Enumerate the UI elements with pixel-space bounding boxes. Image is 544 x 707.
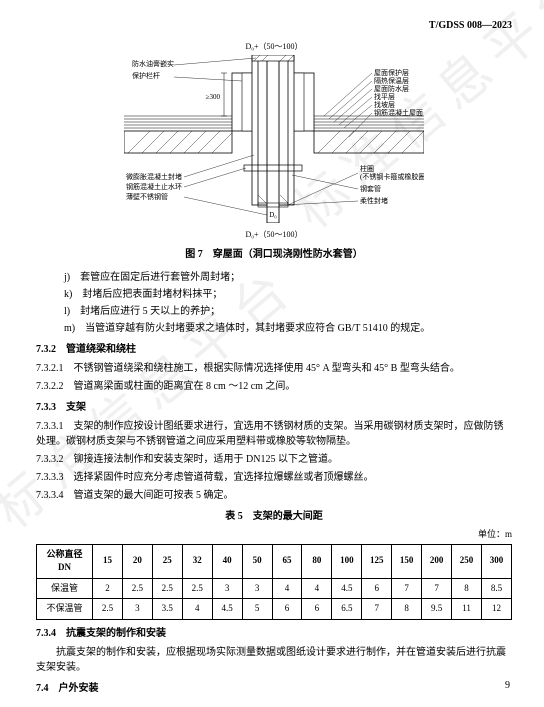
svg-text:钢套管: 钢套管 bbox=[360, 184, 381, 193]
figure-7-caption: 图 7 穿屋面（洞口现浇刚性防水套管） bbox=[36, 247, 512, 262]
table-cell: 8 bbox=[452, 578, 482, 599]
clause-7-3-2-1: 7.3.2.1 不锈钢管道绕梁和绕柱施工，根据实际情况选择使用 45° A 型弯… bbox=[36, 361, 512, 376]
table-header-cell: 50 bbox=[242, 544, 272, 578]
table-header-cell: 200 bbox=[422, 544, 452, 578]
clause-7-3-3-2: 7.3.3.2 铆接连接法制作和安装支架时，适用于 DN125 以下之管道。 bbox=[36, 452, 512, 467]
table-cell: 11 bbox=[452, 599, 482, 620]
table-5: 公称直径 DN152025324050658010012515020025030… bbox=[36, 544, 512, 620]
svg-text:钢筋混凝土止水环: 钢筋混凝土止水环 bbox=[126, 182, 182, 191]
table-header-cell: 300 bbox=[481, 544, 511, 578]
table-cell: 2 bbox=[93, 578, 123, 599]
table-cell: 3.5 bbox=[152, 599, 182, 620]
table-cell: 2.5 bbox=[93, 599, 123, 620]
svg-text:找平层: 找平层 bbox=[374, 92, 395, 101]
table-header-cell: 100 bbox=[332, 544, 362, 578]
heading-7-3-3: 7.3.3 支架 bbox=[36, 400, 512, 415]
svg-text:D₀: D₀ bbox=[269, 211, 277, 219]
table-header-cell: 80 bbox=[302, 544, 332, 578]
clause-7-3-3-3: 7.3.3.3 选择紧固件时应充分考虑管道荷载，宜选择拉爆螺丝或者顶爆螺丝。 bbox=[36, 470, 512, 485]
doc-code: T/GDSS 008—2023 bbox=[36, 18, 512, 33]
table-cell: 4 bbox=[272, 578, 302, 599]
table-cell: 2.5 bbox=[152, 578, 182, 599]
clause-7-3-3-1: 7.3.3.1 支架的制作应按设计图纸要求进行，宜选用不锈钢材质的支架。当采用碳… bbox=[36, 419, 512, 449]
table-header-cell: 20 bbox=[122, 544, 152, 578]
table-cell: 7 bbox=[422, 578, 452, 599]
table-cell: 4 bbox=[182, 599, 212, 620]
table-row: 不保温管2.533.544.55666.5789.51112 bbox=[37, 599, 512, 620]
svg-text:防水油膏嵌实: 防水油膏嵌实 bbox=[132, 59, 174, 68]
svg-text:≥300: ≥300 bbox=[206, 93, 221, 101]
table-cell: 3 bbox=[122, 599, 152, 620]
table-cell: 5 bbox=[242, 599, 272, 620]
clause-7-3-3-4: 7.3.3.4 管道支架的最大间距可按表 5 确定。 bbox=[36, 488, 512, 503]
figure-7-diagram: D₀+（50～100） bbox=[36, 41, 512, 241]
list-block: j) 套管应在固定后进行套管外周封堵； k) 封堵后应把表面封堵材料抹平； l)… bbox=[64, 270, 512, 336]
table-cell: 4.5 bbox=[332, 578, 362, 599]
svg-text:微膨胀混凝土封堵: 微膨胀混凝土封堵 bbox=[126, 172, 182, 181]
table-header-cell: 15 bbox=[93, 544, 123, 578]
list-item: k) 封堵后应把表面封堵材料抹平； bbox=[64, 287, 512, 302]
table-cell: 7 bbox=[392, 578, 422, 599]
table-cell: 6 bbox=[272, 599, 302, 620]
table-cell: 6.5 bbox=[332, 599, 362, 620]
table-cell: 3 bbox=[242, 578, 272, 599]
table-header-cell: 40 bbox=[212, 544, 242, 578]
table-cell: 7 bbox=[362, 599, 392, 620]
table-header-cell: 公称直径 DN bbox=[37, 544, 93, 578]
svg-text:保护栏杆: 保护栏杆 bbox=[132, 71, 160, 80]
para-7-3-4: 抗震支架的制作和安装，应根据现场实际测量数据或图纸设计要求进行制作，并在管道安装… bbox=[36, 645, 512, 675]
table-header-cell: 65 bbox=[272, 544, 302, 578]
heading-7-4: 7.4 户外安装 bbox=[36, 681, 512, 696]
svg-text:屋面保护层: 屋面保护层 bbox=[374, 68, 409, 77]
table-cell: 3 bbox=[212, 578, 242, 599]
svg-text:找坡层: 找坡层 bbox=[374, 100, 395, 109]
dim-bottom: D₀+（50～100） bbox=[36, 229, 512, 241]
table-5-unit: 单位：m bbox=[36, 528, 512, 542]
svg-text:柱圈: 柱圈 bbox=[360, 164, 374, 173]
table-header-cell: 150 bbox=[392, 544, 422, 578]
table-header-cell: 125 bbox=[362, 544, 392, 578]
table-cell: 不保温管 bbox=[37, 599, 93, 620]
svg-text:(不锈钢卡箍或橡胶圈): (不锈钢卡箍或橡胶圈) bbox=[360, 172, 424, 181]
table-cell: 6 bbox=[302, 599, 332, 620]
table-cell: 4 bbox=[302, 578, 332, 599]
table-header-cell: 32 bbox=[182, 544, 212, 578]
heading-7-3-2: 7.3.2 管道绕梁和绕柱 bbox=[36, 342, 512, 357]
table-cell: 12 bbox=[481, 599, 511, 620]
table-5-caption: 表 5 支架的最大间距 bbox=[36, 509, 512, 524]
table-cell: 4.5 bbox=[212, 599, 242, 620]
table-cell: 保温管 bbox=[37, 578, 93, 599]
svg-text:薄壁不锈钢管: 薄壁不锈钢管 bbox=[126, 192, 168, 201]
heading-7-3-4: 7.3.4 抗震支架的制作和安装 bbox=[36, 626, 512, 641]
table-cell: 8 bbox=[392, 599, 422, 620]
svg-text:隔热保温层: 隔热保温层 bbox=[374, 76, 409, 85]
table-cell: 2.5 bbox=[122, 578, 152, 599]
table-cell: 8.5 bbox=[481, 578, 511, 599]
dim-top: D₀+（50～100） bbox=[36, 41, 512, 53]
clause-7-3-2-2: 7.3.2.2 管道离梁面或柱面的距离宜在 8 cm ～12 cm 之间。 bbox=[36, 379, 512, 394]
table-header-cell: 25 bbox=[152, 544, 182, 578]
list-item: l) 封堵后应进行 5 天以上的养护； bbox=[64, 304, 512, 319]
table-row: 保温管22.52.52.533444.567788.5 bbox=[37, 578, 512, 599]
list-item: m) 当管道穿越有防火封堵要求之墙体时，其封堵要求应符合 GB/T 51410 … bbox=[64, 321, 512, 336]
svg-text:柔性封堵: 柔性封堵 bbox=[360, 196, 388, 205]
svg-text:钢筋混凝土屋面: 钢筋混凝土屋面 bbox=[374, 108, 423, 117]
table-cell: 6 bbox=[362, 578, 392, 599]
table-cell: 9.5 bbox=[422, 599, 452, 620]
table-cell: 2.5 bbox=[182, 578, 212, 599]
svg-text:屋面防水层: 屋面防水层 bbox=[374, 84, 409, 93]
table-header-cell: 250 bbox=[452, 544, 482, 578]
list-item: j) 套管应在固定后进行套管外周封堵； bbox=[64, 270, 512, 285]
